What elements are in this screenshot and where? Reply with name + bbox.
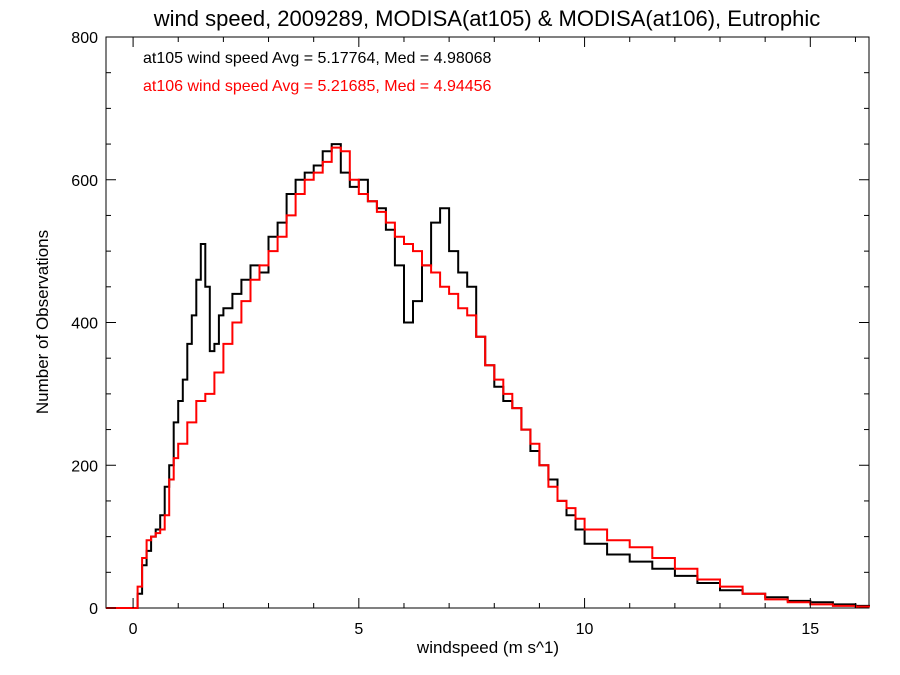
plot-area-frame (105, 36, 870, 609)
series-line-at105 (106, 143, 870, 609)
series-line-at106 (106, 146, 870, 609)
y-tick-label-1: 200 (71, 458, 98, 475)
x-axis-label: windspeed (m s^1) (416, 638, 559, 657)
series-annotation-at105: at105 wind speed Avg = 5.17764, Med = 4.… (143, 50, 492, 67)
series-layer (106, 143, 870, 609)
y-tick-label-2: 400 (71, 316, 98, 333)
chart-title: wind speed, 2009289, MODISA(at105) & MOD… (153, 6, 820, 31)
series-annotation-at106: at106 wind speed Avg = 5.21685, Med = 4.… (143, 78, 492, 95)
axis-layer: 0 5 10 15 0 200 400 600 800 (71, 30, 869, 638)
y-tick-label-4: 800 (71, 30, 98, 47)
y-tick-label-3: 600 (71, 173, 98, 190)
x-tick-label-0: 0 (129, 621, 138, 638)
y-axis-label: Number of Observations (33, 230, 52, 414)
y-tick-label-0: 0 (89, 601, 98, 618)
x-tick-label-3: 15 (801, 621, 819, 638)
x-tick-label-2: 10 (576, 621, 594, 638)
x-tick-label-1: 5 (354, 621, 363, 638)
